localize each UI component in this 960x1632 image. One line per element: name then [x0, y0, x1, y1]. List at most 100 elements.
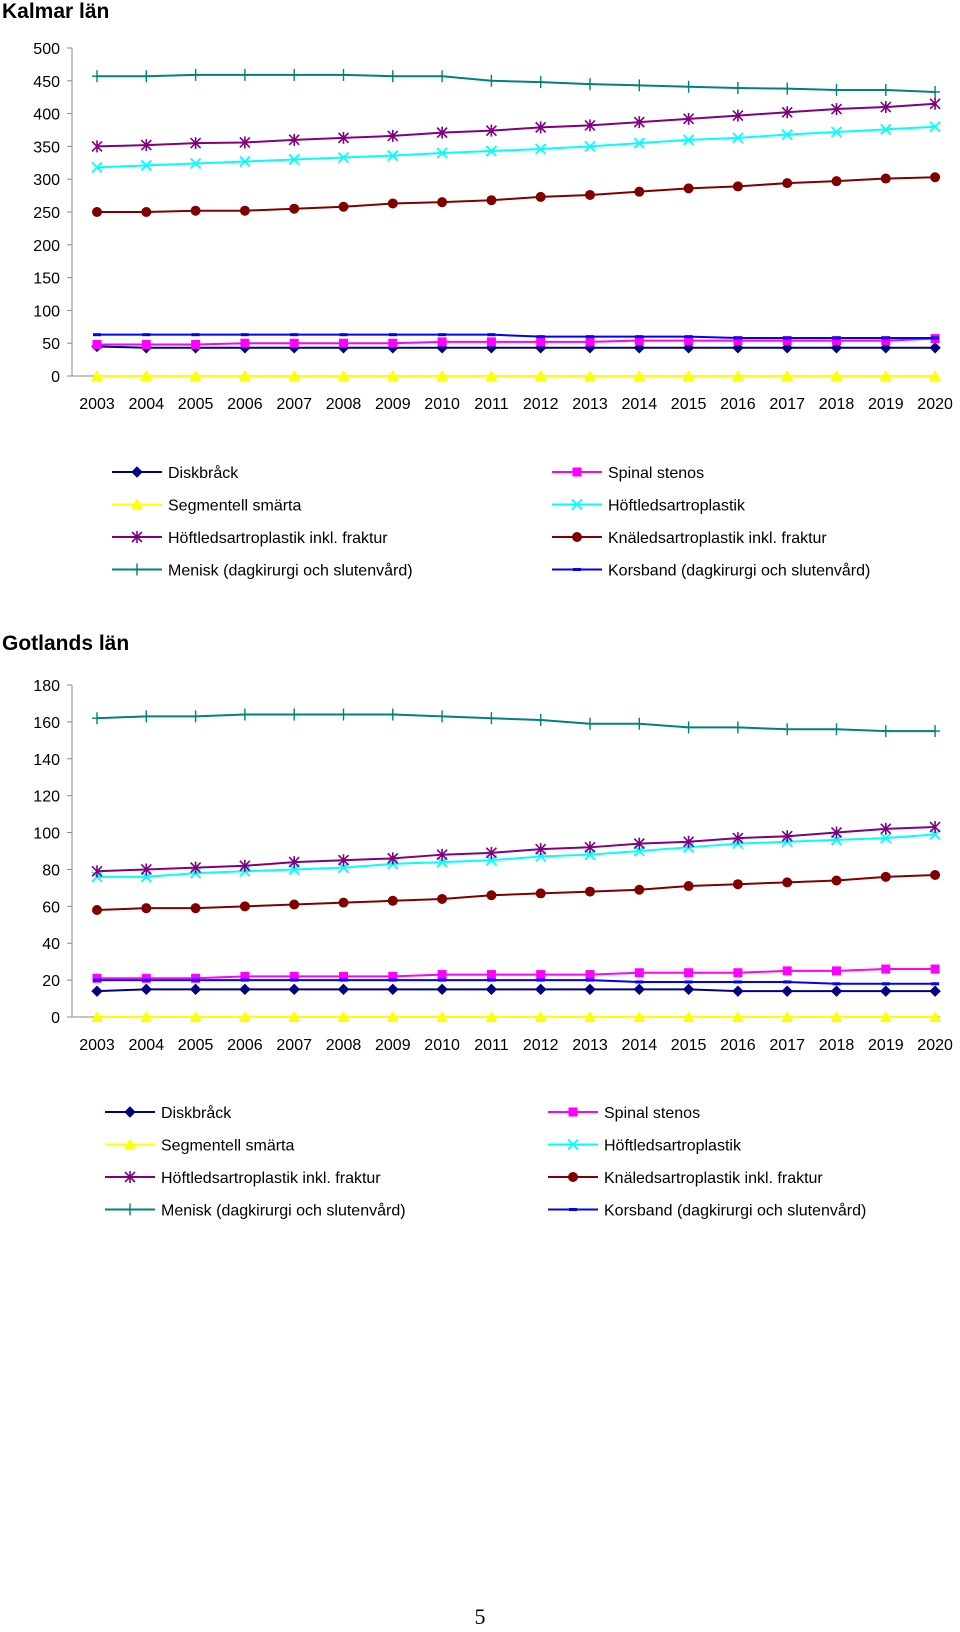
series-spinal-stenos: [92, 334, 940, 350]
data-point: [91, 161, 103, 174]
data-point: [337, 1011, 350, 1022]
legend-item-menisk-dagkirurgi-och-slutenvard: Menisk (dagkirurgi och slutenvård): [105, 1202, 406, 1220]
series-korsband-dagkirurgi-och-slutenvard: [93, 333, 940, 340]
x-tick-label: 2017: [769, 1037, 805, 1054]
x-tick-label: 2010: [424, 1037, 460, 1054]
data-point: [634, 717, 645, 730]
legend-label: Höftledsartroplastik inkl. fraktur: [161, 1170, 381, 1187]
series-korsband-dagkirurgi-och-slutenvard: [93, 978, 940, 986]
data-point: [536, 335, 545, 339]
legend-item-korsband-dagkirurgi-och-slutenvard: Korsband (dagkirurgi och slutenvård): [552, 562, 870, 580]
data-point: [93, 333, 101, 337]
data-point: [239, 901, 250, 912]
data-point: [436, 1011, 449, 1022]
data-point: [781, 342, 793, 354]
y-tick-label: 100: [33, 303, 60, 320]
y-tick-label: 350: [33, 139, 60, 156]
legend-item-korsband-dagkirurgi-och-slutenvard: Korsband (dagkirurgi och slutenvård): [548, 1202, 866, 1220]
data-point: [731, 1011, 744, 1022]
data-point: [190, 205, 201, 216]
data-point: [830, 103, 843, 116]
data-point: [240, 333, 249, 337]
y-tick-label: 450: [33, 74, 60, 91]
x-tick-label: 2016: [720, 1037, 756, 1054]
legend-swatch-marker: [568, 1172, 578, 1182]
data-point: [288, 370, 301, 381]
data-point: [387, 983, 399, 996]
data-point: [485, 983, 498, 996]
data-point: [337, 983, 350, 996]
data-point: [338, 708, 349, 721]
series-line: [97, 968, 936, 980]
series-line: [97, 73, 936, 93]
data-point: [238, 1011, 251, 1022]
data-point: [140, 139, 152, 152]
x-tick-label: 2005: [178, 1037, 214, 1054]
line-chart-kalmar: 0 50 100 150 200 250 300 350 400 450 500 2003 2004 20…: [33, 41, 953, 580]
x-tick-label: 2009: [375, 1037, 411, 1054]
data-point: [93, 978, 101, 982]
y-tick-label: 60: [42, 899, 60, 916]
data-point: [487, 333, 496, 337]
legend-item-hoftledsartroplastik: Höftledsartroplastik: [552, 498, 746, 515]
legend-item-hoftledsartroplastik-inkl-fraktur: Höftledsartroplastik inkl. fraktur: [112, 530, 388, 547]
data-point: [436, 147, 448, 159]
data-point: [339, 978, 348, 982]
data-point: [832, 336, 841, 340]
data-point: [486, 890, 497, 901]
data-point: [141, 207, 152, 217]
data-point: [189, 983, 202, 996]
series-spinal-stenos: [92, 964, 940, 983]
data-point: [387, 129, 399, 142]
data-point: [585, 970, 595, 980]
data-point: [880, 123, 892, 135]
data-point: [191, 973, 201, 983]
data-point: [436, 126, 448, 139]
data-point: [486, 74, 497, 87]
data-point: [91, 140, 103, 153]
y-tick-label: 150: [33, 271, 60, 288]
x-tick-label: 2006: [227, 1037, 263, 1054]
data-point: [142, 333, 151, 337]
series-diskbrack: [91, 983, 941, 997]
x-tick-label: 2015: [671, 396, 707, 413]
data-point: [338, 68, 349, 81]
x-tick-label: 2011: [474, 396, 509, 413]
legend-swatch-marker: [571, 498, 583, 511]
y-tick-label: 140: [33, 752, 60, 769]
data-point: [930, 85, 941, 98]
data-point: [288, 856, 300, 869]
data-point: [781, 830, 793, 843]
data-point: [881, 964, 891, 974]
data-point: [535, 121, 547, 134]
data-point: [486, 195, 497, 206]
data-point: [633, 983, 646, 996]
legend-swatch-marker: [567, 1138, 579, 1151]
data-point: [387, 198, 398, 209]
y-tick-label: 0: [51, 369, 60, 386]
legend-label: Segmentell smärta: [161, 1138, 294, 1155]
x-tick-label: 2014: [622, 1037, 658, 1054]
data-point: [91, 985, 103, 997]
legend: Diskbråck Spinal stenos Segmentell smärta H…: [112, 464, 870, 580]
data-point: [684, 968, 694, 978]
data-point: [388, 971, 398, 981]
data-point: [832, 336, 841, 346]
series-hoftledsartroplastik: [91, 828, 941, 883]
data-point: [683, 835, 695, 848]
data-point: [682, 134, 695, 146]
data-point: [634, 186, 645, 197]
x-tick-label: 2007: [276, 396, 312, 413]
data-point: [437, 970, 447, 980]
series-menisk-dagkirurgi-och-slutenvard: [92, 708, 941, 738]
x-tick-label: 2013: [572, 396, 608, 413]
data-point: [141, 973, 151, 983]
legend-swatch-marker: [124, 1106, 136, 1118]
data-point: [289, 68, 300, 81]
data-point: [240, 978, 249, 982]
data-point: [781, 106, 793, 119]
data-point: [586, 978, 594, 982]
data-point: [289, 338, 299, 348]
data-point: [930, 725, 941, 738]
x-tick-label: 2018: [819, 1037, 855, 1054]
